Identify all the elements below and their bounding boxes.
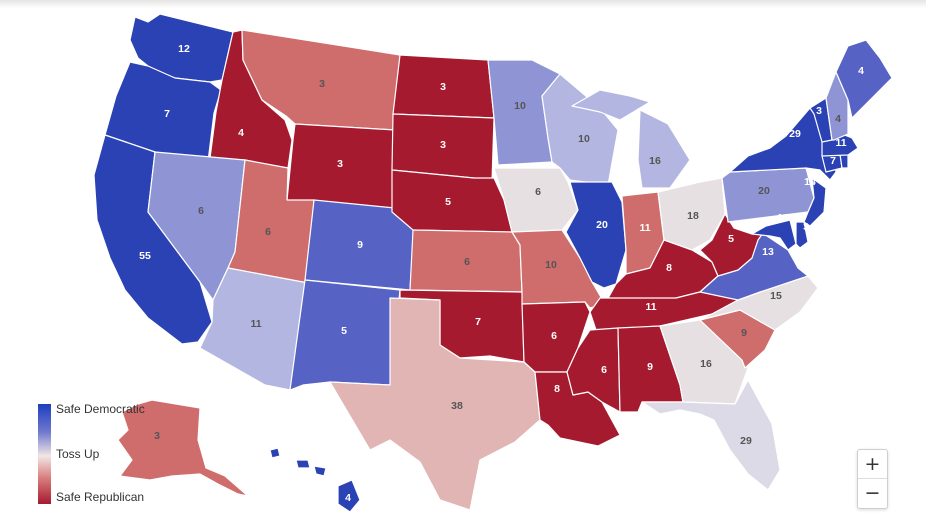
state-ks[interactable] xyxy=(409,229,523,293)
state-hi-part-3[interactable] xyxy=(337,479,361,513)
state-wy[interactable] xyxy=(286,123,396,213)
legend-toss-up: Toss Up xyxy=(56,447,100,461)
state-nm[interactable] xyxy=(289,279,401,391)
state-ne[interactable] xyxy=(391,169,513,233)
state-md[interactable] xyxy=(751,219,797,251)
zoom-divider xyxy=(858,478,887,479)
state-wi[interactable] xyxy=(541,73,619,186)
legend-safe-democratic: Safe Democratic xyxy=(56,402,145,416)
state-me[interactable] xyxy=(835,39,893,119)
state-mi[interactable] xyxy=(637,109,691,189)
state-ri[interactable] xyxy=(839,153,849,169)
state-mo[interactable] xyxy=(511,229,606,309)
state-nj[interactable] xyxy=(803,177,827,227)
states-layer xyxy=(93,13,893,513)
rating-legend: Safe Democratic Toss Up Safe Republican xyxy=(38,401,158,505)
zoom-control: + − xyxy=(857,449,888,509)
state-ct[interactable] xyxy=(821,153,843,173)
zoom-out-button[interactable]: − xyxy=(864,482,881,504)
state-hi[interactable] xyxy=(269,447,281,459)
state-hi-part-2[interactable] xyxy=(313,465,327,477)
zoom-in-button[interactable]: + xyxy=(864,453,881,475)
legend-gradient-bar xyxy=(38,404,51,504)
state-il[interactable] xyxy=(565,181,627,289)
state-vt[interactable] xyxy=(809,97,833,143)
state-ak[interactable] xyxy=(117,399,249,497)
state-fl[interactable] xyxy=(641,379,781,491)
state-ms[interactable] xyxy=(566,327,621,413)
state-nd[interactable] xyxy=(392,54,495,119)
state-or[interactable] xyxy=(104,61,222,163)
state-mi-part-1[interactable] xyxy=(571,89,651,121)
state-pa[interactable] xyxy=(721,167,815,223)
legend-safe-republican: Safe Republican xyxy=(56,490,145,504)
state-hi-part-1[interactable] xyxy=(295,459,311,469)
state-tx[interactable] xyxy=(329,297,541,511)
state-de[interactable] xyxy=(795,221,809,249)
top-shadow xyxy=(0,0,926,8)
